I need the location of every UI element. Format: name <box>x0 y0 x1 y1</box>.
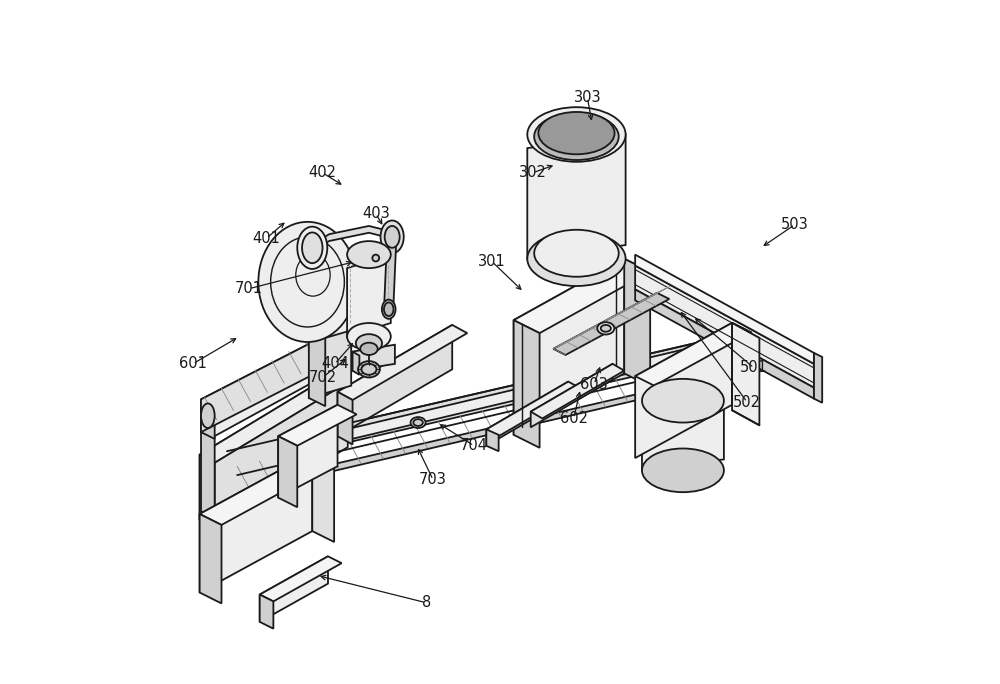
Ellipse shape <box>538 112 615 155</box>
Ellipse shape <box>601 325 611 332</box>
Text: 501: 501 <box>740 360 768 376</box>
Text: 402: 402 <box>309 166 337 180</box>
Polygon shape <box>200 374 348 463</box>
Ellipse shape <box>384 302 394 316</box>
Ellipse shape <box>527 107 626 162</box>
Polygon shape <box>531 364 624 419</box>
Polygon shape <box>260 594 273 629</box>
Ellipse shape <box>358 361 380 378</box>
Text: 301: 301 <box>478 254 506 269</box>
Text: 404: 404 <box>321 356 349 371</box>
Polygon shape <box>514 320 540 448</box>
Polygon shape <box>200 455 215 527</box>
Ellipse shape <box>534 113 619 160</box>
Text: 601: 601 <box>179 356 207 371</box>
Polygon shape <box>338 392 353 445</box>
Ellipse shape <box>385 226 400 248</box>
Polygon shape <box>278 405 357 446</box>
Polygon shape <box>635 289 814 399</box>
Polygon shape <box>514 259 650 333</box>
Ellipse shape <box>360 343 378 355</box>
Text: 702: 702 <box>308 370 337 385</box>
Polygon shape <box>486 430 499 451</box>
Ellipse shape <box>527 231 626 286</box>
Polygon shape <box>309 317 368 338</box>
Polygon shape <box>201 432 215 516</box>
Ellipse shape <box>372 254 379 261</box>
Polygon shape <box>338 325 467 400</box>
Text: 503: 503 <box>781 217 809 232</box>
Polygon shape <box>514 259 624 435</box>
Polygon shape <box>278 405 338 498</box>
Polygon shape <box>732 323 751 415</box>
Text: 8: 8 <box>422 595 431 610</box>
Text: 703: 703 <box>419 473 447 488</box>
Polygon shape <box>635 323 732 458</box>
Polygon shape <box>624 259 650 386</box>
Polygon shape <box>353 352 359 375</box>
Polygon shape <box>227 366 763 494</box>
Ellipse shape <box>347 323 391 350</box>
Ellipse shape <box>642 379 724 423</box>
Polygon shape <box>200 514 221 603</box>
Polygon shape <box>200 453 334 525</box>
Polygon shape <box>347 254 391 337</box>
Ellipse shape <box>302 233 323 263</box>
Polygon shape <box>234 333 753 467</box>
Polygon shape <box>201 399 215 439</box>
Polygon shape <box>215 382 348 527</box>
Polygon shape <box>338 325 452 436</box>
Ellipse shape <box>201 404 215 428</box>
Polygon shape <box>642 401 724 471</box>
Text: 502: 502 <box>733 395 761 410</box>
Polygon shape <box>486 382 568 446</box>
Text: 401: 401 <box>253 231 280 246</box>
Polygon shape <box>527 135 626 259</box>
Polygon shape <box>227 328 759 471</box>
Polygon shape <box>531 364 613 428</box>
Text: 704: 704 <box>460 438 488 453</box>
Polygon shape <box>353 345 395 371</box>
Polygon shape <box>260 556 342 601</box>
Polygon shape <box>753 347 763 371</box>
Polygon shape <box>635 254 814 364</box>
Polygon shape <box>814 353 822 403</box>
Text: 603: 603 <box>580 377 608 392</box>
Polygon shape <box>635 323 751 386</box>
Polygon shape <box>312 453 334 542</box>
Polygon shape <box>732 323 759 425</box>
Ellipse shape <box>597 322 614 334</box>
Text: 602: 602 <box>560 411 588 426</box>
Text: 303: 303 <box>574 90 601 105</box>
Polygon shape <box>635 265 814 388</box>
Text: 701: 701 <box>235 281 263 296</box>
Ellipse shape <box>413 419 423 426</box>
Polygon shape <box>227 471 237 494</box>
Ellipse shape <box>534 230 619 277</box>
Polygon shape <box>309 330 325 406</box>
Polygon shape <box>201 335 326 432</box>
Ellipse shape <box>347 241 391 268</box>
Ellipse shape <box>381 220 404 253</box>
Ellipse shape <box>642 449 724 492</box>
Polygon shape <box>486 382 581 436</box>
Ellipse shape <box>382 300 396 319</box>
Ellipse shape <box>297 226 327 269</box>
Polygon shape <box>200 453 312 592</box>
Ellipse shape <box>258 222 357 342</box>
Ellipse shape <box>356 334 382 352</box>
Polygon shape <box>305 226 396 254</box>
Polygon shape <box>384 241 396 311</box>
Ellipse shape <box>411 417 426 428</box>
Polygon shape <box>201 369 327 438</box>
Text: 302: 302 <box>519 166 547 180</box>
Polygon shape <box>553 293 669 355</box>
Polygon shape <box>309 317 351 398</box>
Ellipse shape <box>361 364 376 375</box>
Polygon shape <box>200 374 333 519</box>
Polygon shape <box>278 436 297 508</box>
Polygon shape <box>201 335 340 406</box>
Polygon shape <box>260 556 328 622</box>
Text: 403: 403 <box>362 206 390 221</box>
